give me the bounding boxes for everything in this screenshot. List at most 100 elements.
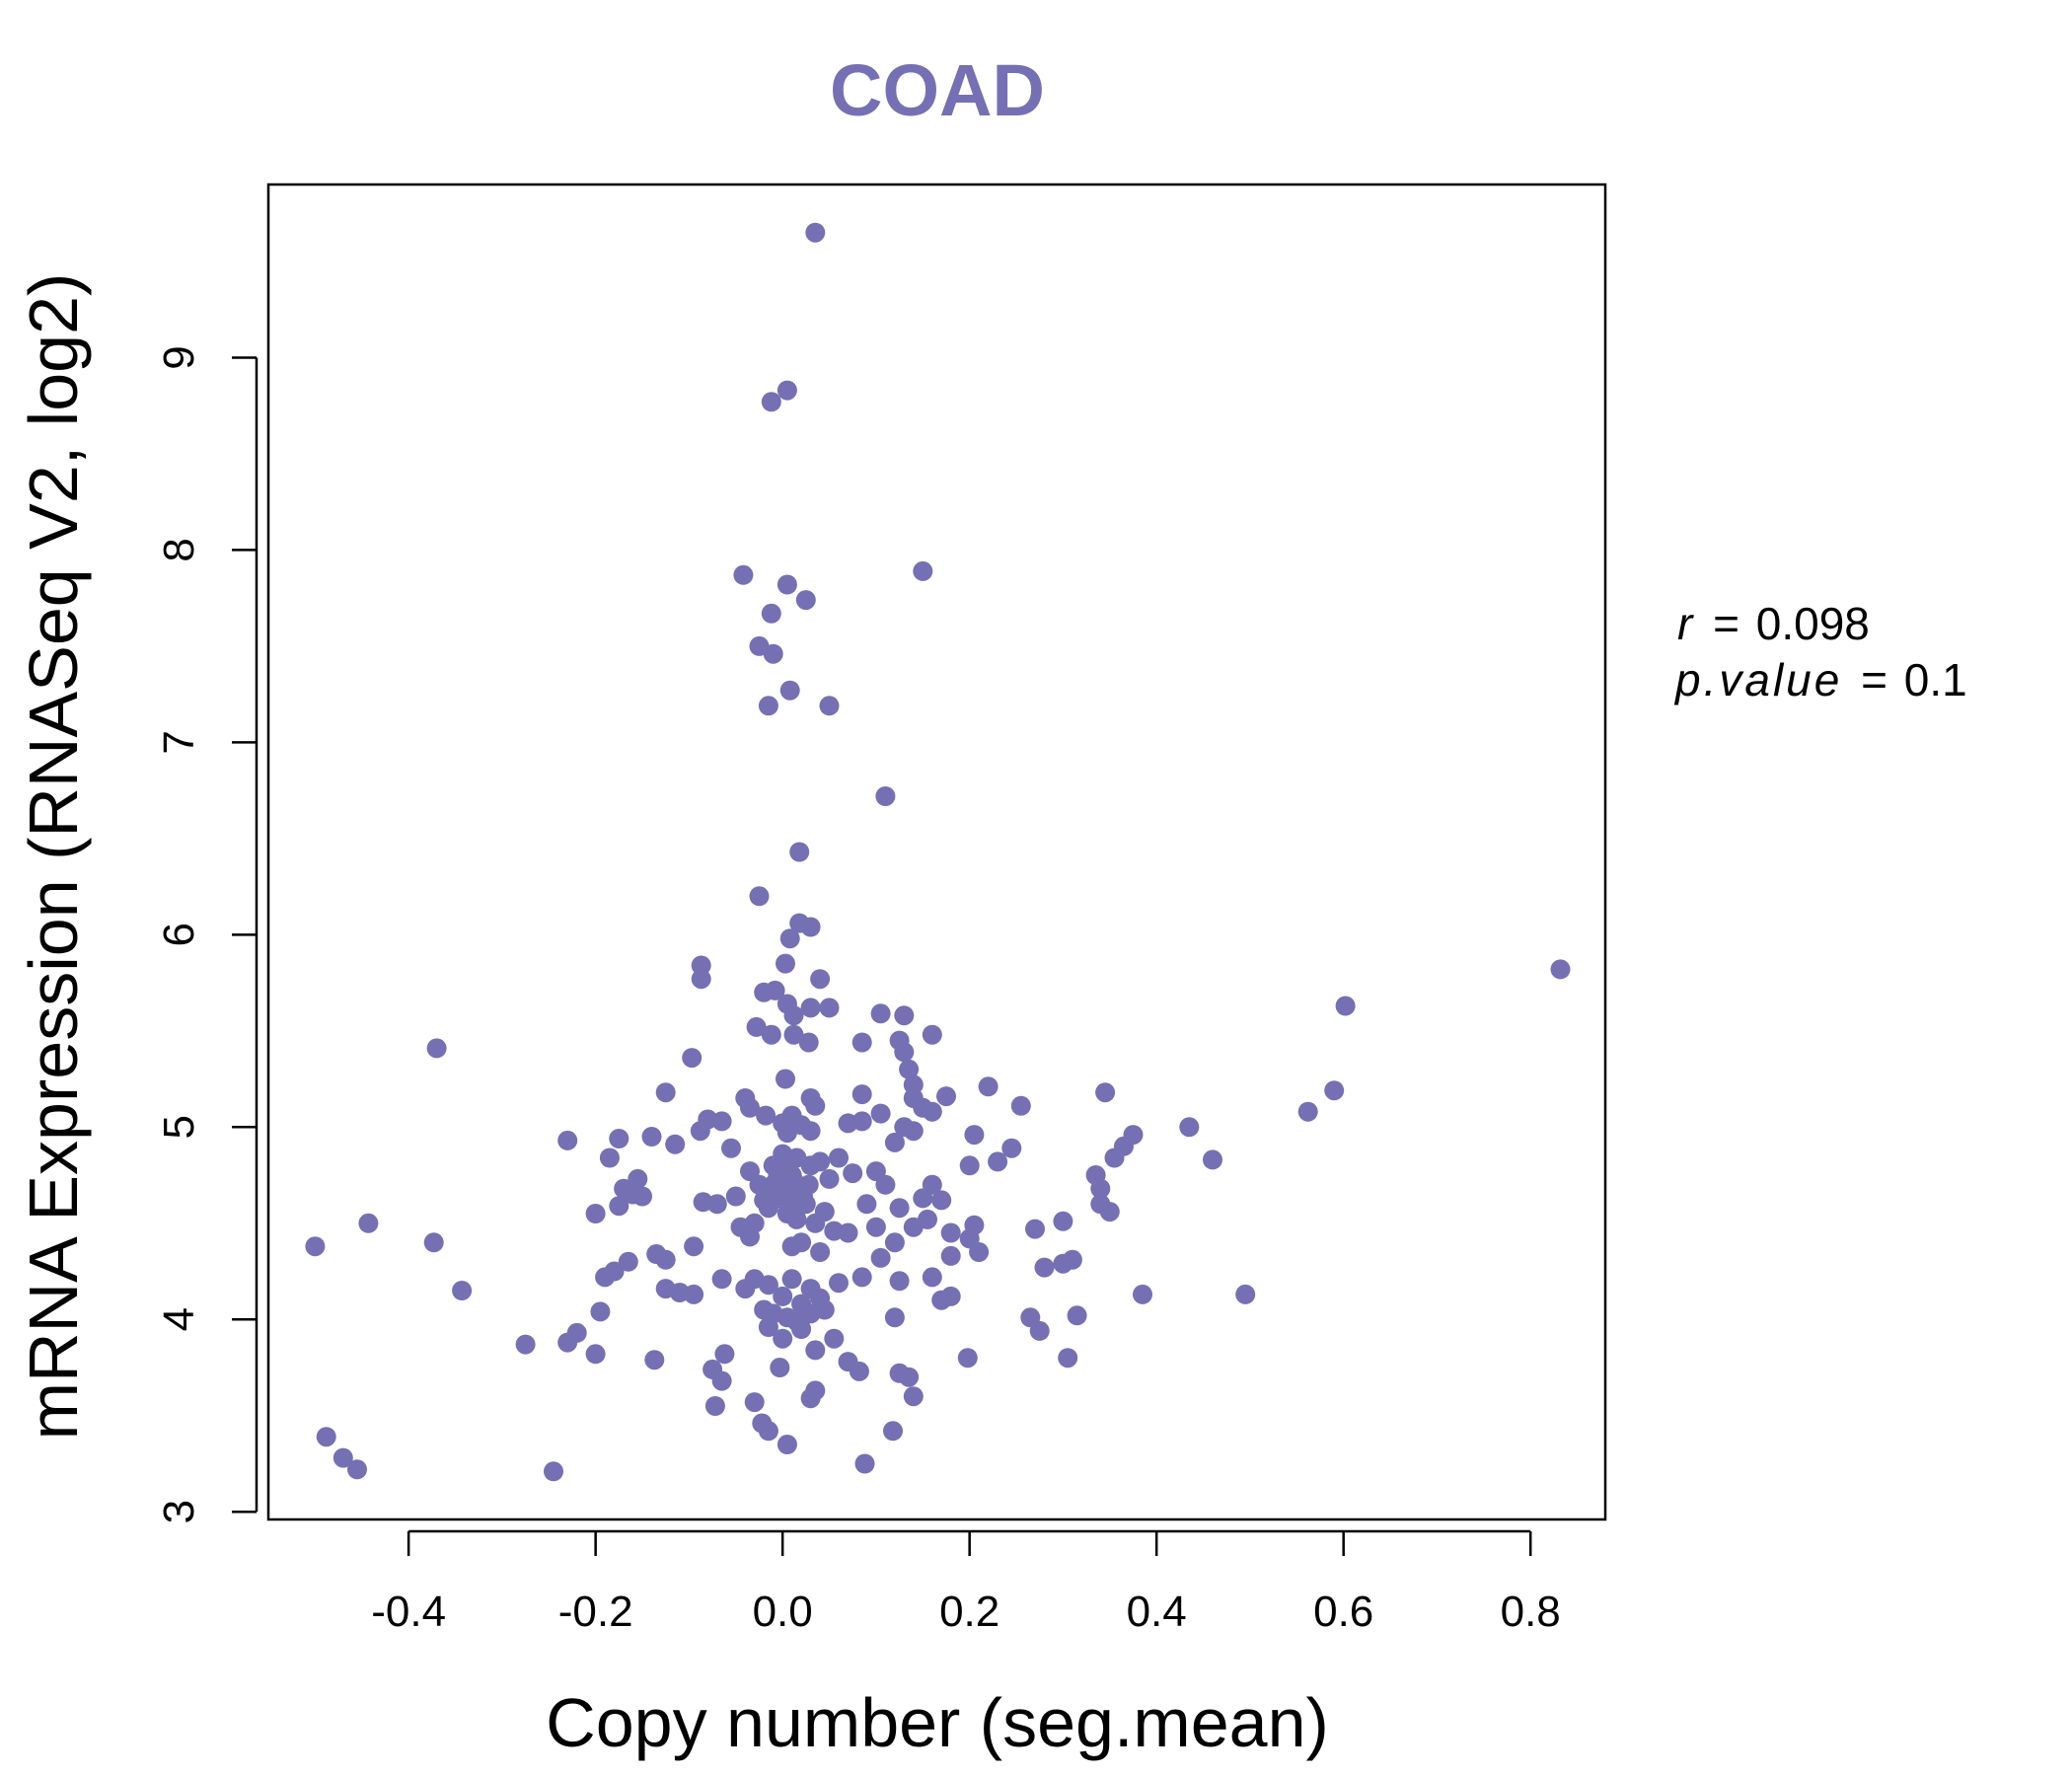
- data-point-184: [814, 1299, 835, 1320]
- data-point-51: [936, 1086, 956, 1107]
- data-point-152: [655, 1249, 676, 1270]
- data-point-92: [599, 1147, 620, 1168]
- data-point-31: [746, 1016, 767, 1037]
- data-point-66: [851, 1111, 872, 1132]
- data-point-49: [851, 1084, 872, 1105]
- data-point-162: [851, 1267, 872, 1288]
- data-point-96: [632, 1186, 652, 1207]
- data-point-13: [875, 786, 896, 806]
- data-point-134: [865, 1217, 886, 1237]
- data-point-226: [423, 1232, 444, 1253]
- data-point-85: [1335, 996, 1356, 1016]
- data-point-199: [805, 1340, 826, 1361]
- data-point-150: [969, 1242, 990, 1262]
- data-point-71: [641, 1127, 662, 1147]
- p-label: p.value: [1673, 654, 1842, 705]
- data-point-28: [819, 998, 840, 1018]
- data-point-75: [800, 1121, 821, 1142]
- data-point-91: [1099, 1202, 1120, 1222]
- data-point-214: [800, 1388, 821, 1409]
- data-point-68: [903, 1121, 924, 1142]
- data-point-84: [1324, 1080, 1345, 1101]
- data-point-121: [959, 1155, 980, 1176]
- data-point-159: [781, 1269, 802, 1290]
- data-point-52: [1010, 1095, 1031, 1116]
- data-point-113: [843, 1163, 863, 1184]
- data-point-69: [557, 1130, 578, 1150]
- data-point-114: [856, 1194, 877, 1215]
- data-point-225: [358, 1213, 379, 1233]
- r-label: r: [1677, 598, 1694, 649]
- x-axis: -0.4 -0.2 0.0 0.2 0.4 0.6 0.8: [371, 1529, 1561, 1636]
- data-point-239: [798, 1174, 819, 1195]
- data-point-164: [922, 1267, 942, 1288]
- data-point-237: [777, 1176, 798, 1197]
- data-point-30: [894, 1005, 915, 1026]
- data-point-9: [763, 643, 783, 664]
- data-point-211: [744, 1392, 765, 1413]
- data-point-217: [777, 1435, 797, 1454]
- data-point-101: [725, 1186, 746, 1207]
- data-point-6: [795, 590, 816, 611]
- x-tick-label-1: -0.2: [558, 1588, 633, 1636]
- data-point-117: [889, 1198, 910, 1219]
- data-point-139: [964, 1215, 985, 1235]
- data-point-56: [805, 1095, 826, 1116]
- data-point-200: [714, 1344, 735, 1365]
- data-point-148: [884, 1232, 905, 1253]
- data-point-39: [426, 1038, 447, 1059]
- data-point-170: [1133, 1284, 1152, 1304]
- data-point-0: [805, 222, 826, 243]
- data-points: [305, 222, 1571, 1482]
- data-point-210: [1058, 1348, 1078, 1369]
- data-point-73: [721, 1138, 741, 1158]
- data-point-189: [590, 1301, 611, 1322]
- y-tick-label-3: 6: [155, 923, 203, 946]
- chart-title: COAD: [830, 49, 1045, 131]
- data-point-163: [889, 1271, 910, 1292]
- data-point-37: [922, 1024, 942, 1045]
- data-point-227: [452, 1281, 473, 1300]
- x-tick-label-2: 0.0: [753, 1588, 813, 1636]
- data-point-76: [884, 1132, 905, 1152]
- data-point-155: [595, 1267, 616, 1288]
- data-point-45: [1095, 1082, 1116, 1103]
- data-point-34: [798, 1032, 819, 1053]
- r-value: 0.098: [1756, 598, 1870, 649]
- data-point-42: [899, 1059, 920, 1079]
- data-point-82: [1104, 1147, 1125, 1168]
- y-tick-label-6: 9: [155, 345, 203, 369]
- data-point-188: [1067, 1305, 1087, 1326]
- data-point-166: [940, 1286, 961, 1306]
- y-tick-label-2: 5: [155, 1115, 203, 1139]
- data-point-3: [733, 564, 754, 585]
- data-point-44: [978, 1076, 999, 1097]
- data-point-145: [791, 1232, 812, 1253]
- data-point-198: [824, 1328, 845, 1349]
- data-point-5: [913, 560, 933, 581]
- data-point-19: [691, 955, 711, 976]
- data-point-12: [819, 696, 840, 716]
- data-point-100: [706, 1194, 727, 1215]
- data-point-110: [810, 1151, 831, 1172]
- data-point-4: [777, 574, 797, 595]
- data-point-72: [665, 1134, 686, 1154]
- data-point-41: [776, 1069, 795, 1089]
- data-point-61: [711, 1111, 732, 1132]
- data-point-33: [783, 1024, 804, 1045]
- data-point-87: [1203, 1149, 1222, 1170]
- data-point-195: [758, 1317, 778, 1337]
- y-axis-label: mRNA Expression (RNASeq V2, log2): [15, 273, 92, 1441]
- plot-frame: [266, 183, 1607, 1521]
- data-point-46: [655, 1082, 676, 1103]
- data-point-133: [838, 1222, 858, 1243]
- data-point-21: [776, 953, 795, 974]
- y-tick-label-1: 4: [155, 1307, 203, 1331]
- data-point-197: [791, 1319, 812, 1339]
- data-point-120: [931, 1190, 952, 1211]
- data-point-196: [773, 1328, 793, 1349]
- data-point-203: [770, 1358, 790, 1377]
- data-point-111: [819, 1168, 840, 1189]
- data-point-147: [870, 1247, 891, 1268]
